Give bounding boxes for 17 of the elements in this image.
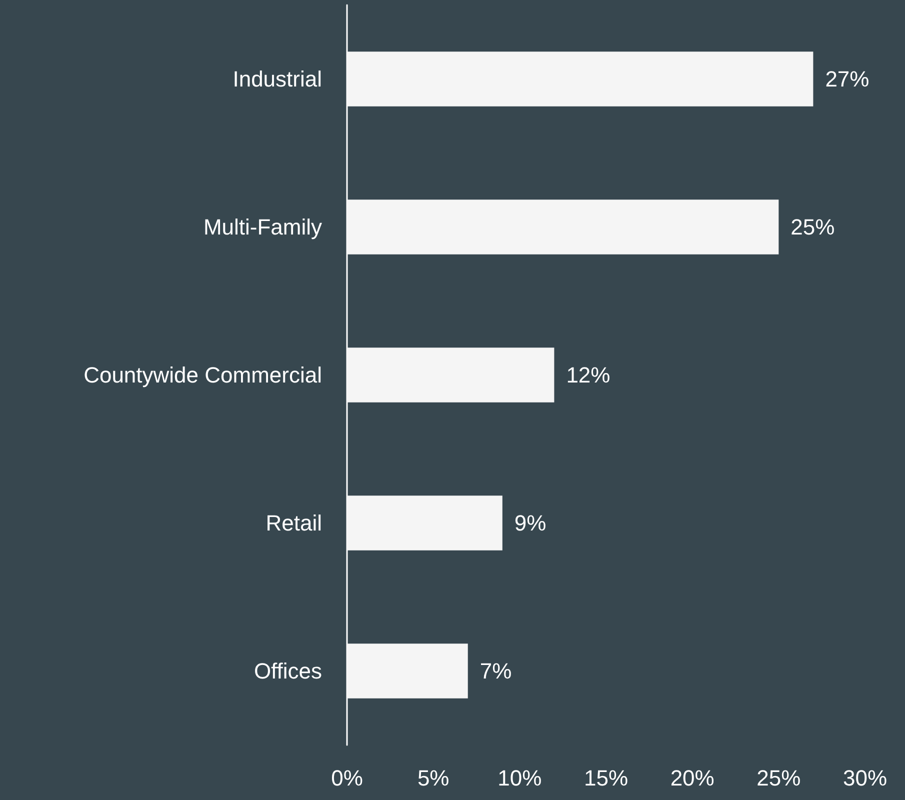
y-tick-label: Offices bbox=[254, 658, 322, 684]
data-label: 9% bbox=[514, 510, 546, 536]
x-tick-label: 0% bbox=[331, 766, 363, 790]
y-tick-label: Industrial bbox=[232, 66, 322, 92]
x-tick-label: 30% bbox=[842, 766, 888, 790]
x-tick-label: 20% bbox=[670, 766, 714, 790]
data-label: 25% bbox=[790, 214, 835, 240]
data-label: 12% bbox=[566, 362, 610, 388]
x-tick-label: 15% bbox=[584, 766, 628, 790]
y-tick-label: Countywide Commercial bbox=[84, 362, 322, 388]
x-tick-label: 5% bbox=[417, 766, 450, 790]
data-label: 7% bbox=[480, 658, 512, 684]
data-label: 27% bbox=[825, 66, 870, 92]
x-tick-label: 10% bbox=[498, 766, 542, 790]
x-tick-label: 25% bbox=[756, 766, 801, 790]
y-tick-label: Multi-Family bbox=[203, 214, 322, 240]
y-tick-label: Retail bbox=[266, 510, 322, 536]
